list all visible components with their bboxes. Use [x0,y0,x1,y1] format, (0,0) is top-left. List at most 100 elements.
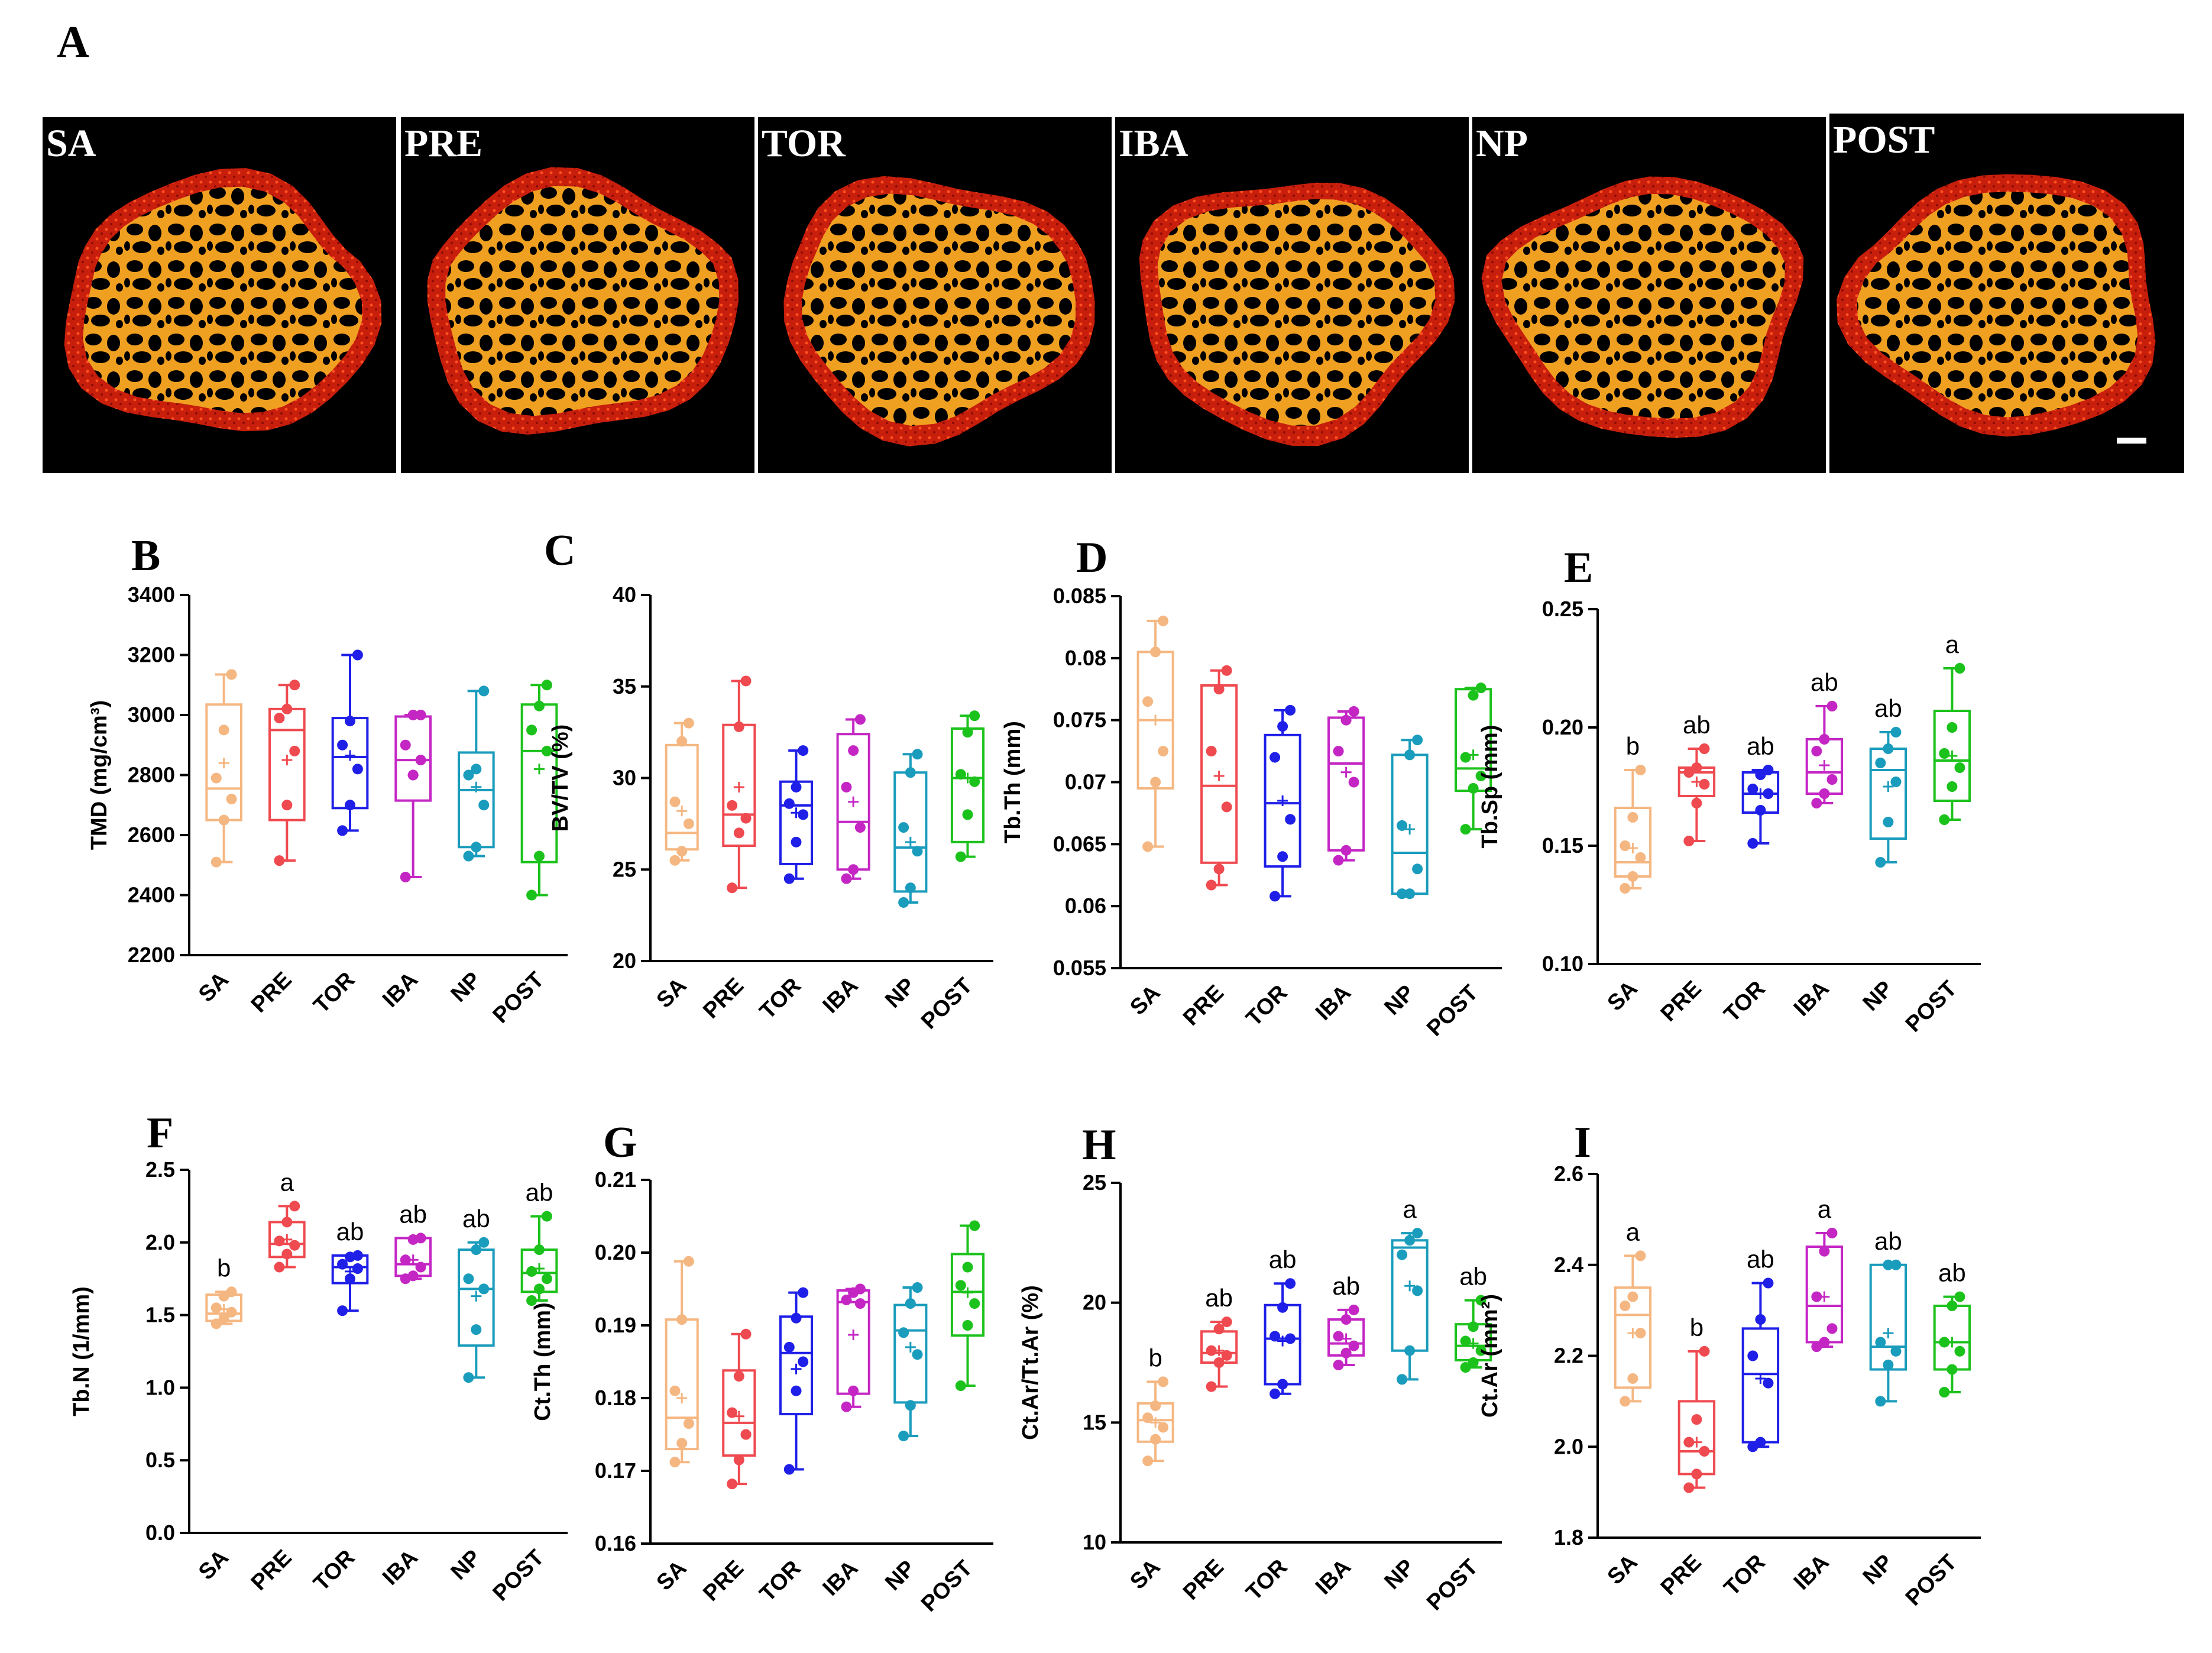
microct-image-np: NP [1472,117,1826,473]
data-point [1150,1434,1161,1445]
data-point [1348,777,1359,788]
data-point [274,1261,285,1273]
significance-letter: ab [1747,1246,1774,1273]
panel-h: H 10 15 20 25 Ct.Ar/Tt.Ar (%) b SA ab PRE ab TOR ab I… [1018,1121,1502,1616]
data-point [471,1244,482,1256]
x-tick-label: PRE [698,973,749,1024]
significance-letter: ab [1811,668,1838,696]
data-point [1747,1350,1758,1361]
data-point [463,850,474,862]
data-point [969,710,980,722]
data-point [1635,1328,1646,1339]
significance-letter: b [1148,1344,1162,1371]
data-point [912,1349,923,1360]
panel-letter-b: B [131,532,160,580]
data-point [1620,840,1631,851]
data-point [798,745,809,756]
data-point [669,796,681,807]
data-point [1826,1323,1838,1334]
significance-letter: b [1690,1314,1703,1341]
data-point [955,769,966,780]
significance-letter: a [1945,630,1960,658]
data-point [1221,665,1232,676]
y-tick-label: 15 [1083,1410,1106,1434]
box-iba [394,710,432,883]
data-point [1939,1387,1950,1398]
data-point [905,1298,916,1309]
significance-letter: b [1626,732,1640,760]
y-tick-label: 1.0 [145,1375,175,1399]
data-point [1397,888,1408,900]
data-point [969,1220,980,1231]
data-point [1755,1437,1766,1448]
data-point [1747,1441,1758,1453]
data-point [534,700,545,711]
data-point [1468,690,1479,701]
box-post [950,710,985,862]
data-point [1285,704,1296,716]
data-point [898,822,909,833]
data-point [1699,1445,1710,1457]
data-point [1397,1249,1408,1260]
data-point [1627,812,1638,823]
data-point [1460,1335,1471,1347]
data-point [1213,863,1225,875]
data-point [727,1479,738,1490]
box-plot-panels: B 2200 2400 2600 2800 3000 3200 3400 TMD (mg/cm³… [69,526,1981,1617]
x-tick-label: IBA [1311,981,1356,1026]
y-tick-label: 2600 [128,823,175,847]
y-tick-label: 0.07 [1065,770,1106,794]
y-tick-label: 2.4 [1554,1253,1583,1277]
data-point [683,1256,694,1267]
data-point [848,1385,859,1396]
data-point [1811,1291,1822,1302]
data-point [1819,1246,1830,1257]
x-tick-label: POST [916,973,977,1034]
data-point [791,1385,802,1396]
data-point [1755,805,1766,816]
data-point [1883,1259,1894,1270]
data-point [281,1248,293,1260]
data-point [791,836,802,847]
data-point [1683,767,1695,778]
data-point [1221,1316,1232,1328]
data-point [534,1244,545,1256]
microct-label-tor: TOR [762,122,846,165]
data-point [1333,746,1344,757]
x-tick-label: POST [488,1545,549,1606]
box-pre [1200,665,1238,891]
data-point [1397,1374,1408,1385]
data-point [1460,824,1471,835]
trabecular-bone [802,193,1076,426]
x-tick-label: PRE [247,1545,297,1596]
data-point [289,745,300,756]
box-np [458,685,495,862]
data-point [1954,663,1965,674]
x-tick-label: SA [1603,1550,1643,1590]
y-tick-label: 20 [613,949,636,973]
data-point [352,649,363,661]
data-point [727,882,738,894]
significance-letter: ab [1269,1246,1297,1273]
panel-letter-f: F [147,1109,173,1157]
y-axis-title: Ct.Th (mm) [530,1302,555,1421]
box-tor [1264,704,1301,902]
data-point [1158,615,1169,626]
x-tick-label: IBA [818,1556,863,1601]
box-iba [1327,706,1365,866]
data-point [898,1430,909,1441]
x-tick-label: NP [446,1545,486,1585]
y-tick-label: 25 [613,857,636,881]
data-point [1412,1285,1423,1296]
x-tick-label: SA [1125,981,1165,1020]
y-tick-label: 1.5 [145,1303,175,1327]
data-point [1340,1347,1352,1358]
y-tick-label: 0.19 [595,1313,636,1337]
data-point [841,1401,852,1412]
x-tick-label: TOR [1719,1550,1770,1601]
data-point [463,1372,474,1383]
x-tick-label: POST [1422,981,1483,1041]
data-point [969,1298,980,1309]
box-tor [779,745,814,884]
